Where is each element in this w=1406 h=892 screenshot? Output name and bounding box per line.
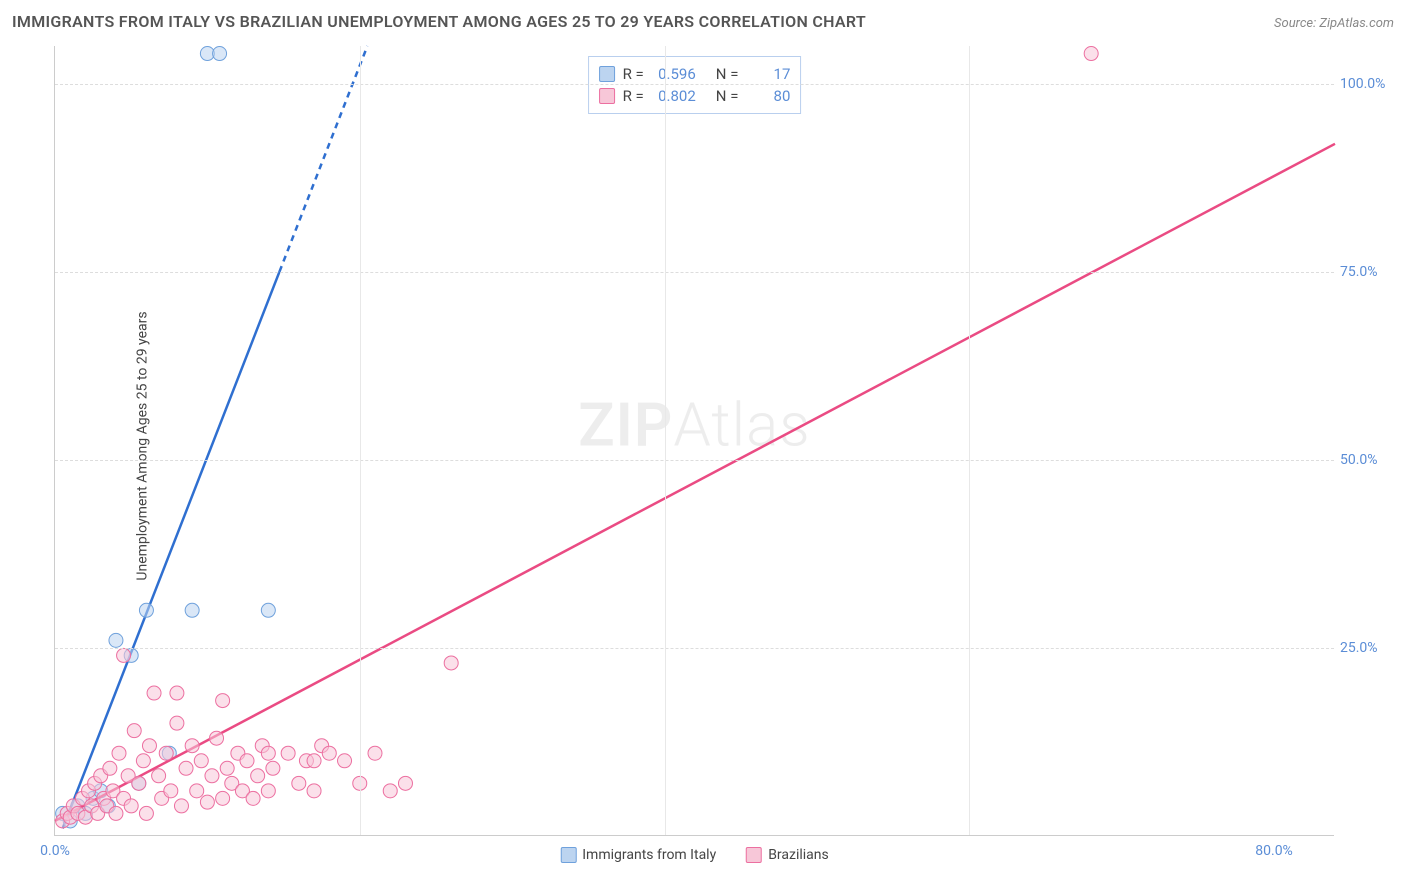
stat-n-value: 17: [746, 65, 790, 83]
grid-line-v: [969, 46, 970, 835]
data-point-italy: [139, 603, 153, 617]
data-point-brazil: [159, 746, 173, 760]
data-point-brazil: [139, 806, 153, 820]
grid-line-h: [55, 84, 1334, 85]
data-point-brazil: [216, 791, 230, 805]
data-point-brazil: [216, 694, 230, 708]
data-point-italy: [109, 633, 123, 647]
data-point-brazil: [444, 656, 458, 670]
data-point-brazil: [190, 784, 204, 798]
data-point-brazil: [185, 739, 199, 753]
grid-line-h: [55, 460, 1334, 461]
legend-swatch-icon: [746, 847, 762, 863]
x-tick-label: 80.0%: [1255, 843, 1293, 859]
data-point-brazil: [368, 746, 382, 760]
data-point-brazil: [210, 731, 224, 745]
data-point-brazil: [383, 784, 397, 798]
data-point-brazil: [200, 795, 214, 809]
stat-box: R = 0.596 N = 17 R = 0.802 N = 80: [588, 56, 802, 114]
x-legend-item: Brazilians: [746, 847, 829, 863]
x-axis-legend: Immigrants from Italy Brazilians: [560, 847, 829, 863]
legend-swatch-icon: [599, 88, 615, 104]
y-tick-label: 100.0%: [1340, 76, 1396, 92]
data-point-brazil: [147, 686, 161, 700]
data-point-brazil: [142, 739, 156, 753]
data-point-brazil: [152, 769, 166, 783]
data-point-brazil: [220, 761, 234, 775]
data-point-brazil: [246, 791, 260, 805]
grid-line-v: [360, 46, 361, 835]
data-point-brazil: [307, 754, 321, 768]
data-point-brazil: [132, 776, 146, 790]
data-point-brazil: [174, 799, 188, 813]
regression-line-brazil: [55, 144, 1335, 821]
x-legend-label: Brazilians: [768, 847, 829, 863]
data-point-brazil: [170, 686, 184, 700]
x-tick-label: 0.0%: [40, 843, 70, 859]
data-point-brazil: [124, 799, 138, 813]
source-text: Source: ZipAtlas.com: [1274, 16, 1394, 31]
grid-line-v: [665, 46, 666, 835]
data-point-italy: [185, 603, 199, 617]
stat-n-label: N =: [716, 87, 739, 105]
stat-n-label: N =: [716, 65, 739, 83]
stat-r-value: 0.596: [652, 65, 696, 83]
data-point-brazil: [127, 724, 141, 738]
data-point-brazil: [117, 648, 131, 662]
data-point-brazil: [281, 746, 295, 760]
x-legend-label: Immigrants from Italy: [582, 847, 716, 863]
stat-r-value: 0.802: [652, 87, 696, 105]
data-point-brazil: [322, 746, 336, 760]
y-tick-label: 50.0%: [1340, 452, 1396, 468]
data-point-italy: [213, 47, 227, 61]
chart-svg: [55, 46, 1334, 835]
stat-r-label: R =: [623, 87, 644, 105]
chart-title: IMMIGRANTS FROM ITALY VS BRAZILIAN UNEMP…: [12, 12, 866, 31]
legend-swatch-icon: [560, 847, 576, 863]
data-point-brazil: [261, 784, 275, 798]
stat-row-italy: R = 0.596 N = 17: [599, 63, 791, 85]
regression-line-italy: [63, 272, 280, 829]
data-point-brazil: [103, 761, 117, 775]
y-tick-label: 25.0%: [1340, 640, 1396, 656]
data-point-brazil: [261, 746, 275, 760]
data-point-brazil: [164, 784, 178, 798]
grid-line-h: [55, 272, 1334, 273]
stat-row-brazil: R = 0.802 N = 80: [599, 85, 791, 107]
data-point-brazil: [307, 784, 321, 798]
plot-area: ZIPAtlas R =0.596N =17R =0.802N =80 Immi…: [54, 46, 1334, 836]
data-point-brazil: [170, 716, 184, 730]
y-tick-label: 75.0%: [1340, 264, 1396, 280]
data-point-brazil: [266, 761, 280, 775]
legend-swatch-icon: [599, 66, 615, 82]
data-point-brazil: [109, 806, 123, 820]
stat-n-value: 80: [746, 87, 790, 105]
data-point-brazil: [251, 769, 265, 783]
regression-line-dashed-italy: [279, 46, 367, 272]
data-point-italy: [261, 603, 275, 617]
data-point-brazil: [179, 761, 193, 775]
grid-line-h: [55, 648, 1334, 649]
data-point-brazil: [205, 769, 219, 783]
data-point-brazil: [136, 754, 150, 768]
x-legend-item: Immigrants from Italy: [560, 847, 716, 863]
data-point-brazil: [338, 754, 352, 768]
stat-r-label: R =: [623, 65, 644, 83]
data-point-brazil: [1084, 47, 1098, 61]
data-point-brazil: [292, 776, 306, 790]
data-point-brazil: [112, 746, 126, 760]
data-point-brazil: [240, 754, 254, 768]
data-point-brazil: [194, 754, 208, 768]
data-point-brazil: [398, 776, 412, 790]
